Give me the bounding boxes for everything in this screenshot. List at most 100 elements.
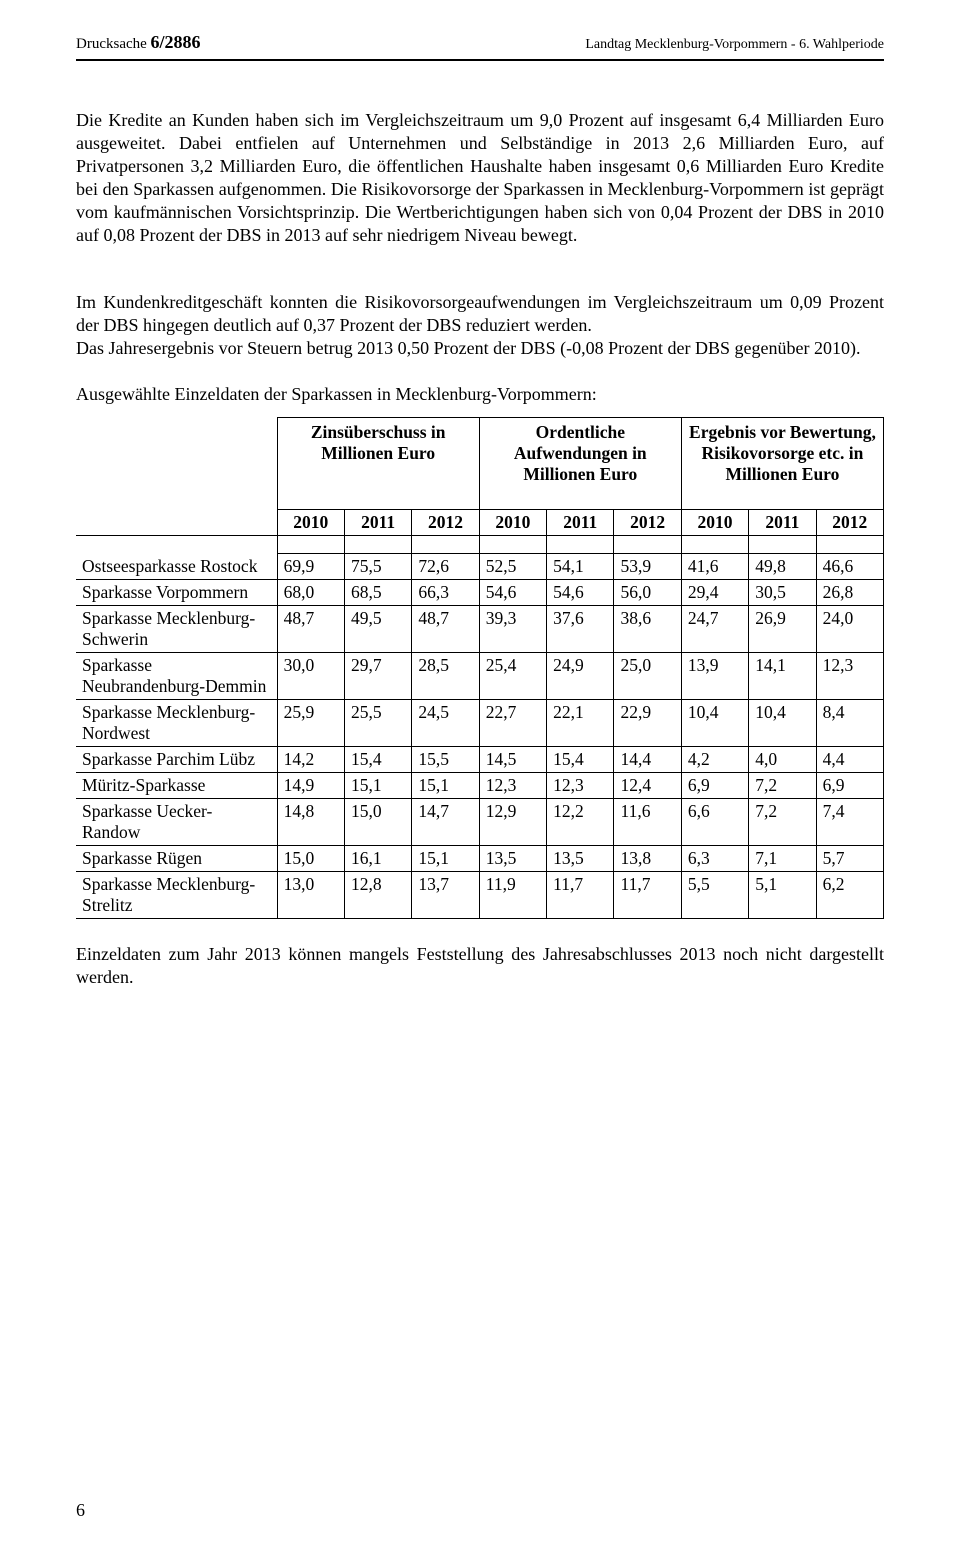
data-cell: 22,7: [479, 700, 546, 747]
data-cell: 11,9: [479, 872, 546, 919]
data-cell: 25,4: [479, 653, 546, 700]
table-row: Sparkasse Parchim Lübz14,215,415,514,515…: [76, 747, 884, 773]
header-right: Landtag Mecklenburg-Vorpommern - 6. Wahl…: [585, 37, 884, 53]
data-cell: 38,6: [614, 606, 681, 653]
data-cell: 28,5: [412, 653, 479, 700]
year-col: 2011: [547, 510, 614, 536]
data-cell: 11,6: [614, 799, 681, 846]
row-label: Sparkasse Vorpommern: [76, 580, 277, 606]
table-row: Sparkasse Rügen15,016,115,113,513,513,86…: [76, 846, 884, 872]
row-label: Sparkasse Mecklenburg-Schwerin: [76, 606, 277, 653]
data-cell: 15,1: [412, 773, 479, 799]
group-header-3: Ergebnis vor Bewertung, Risikovorsorge e…: [681, 418, 883, 510]
year-col: 2010: [681, 510, 748, 536]
data-cell: 15,5: [412, 747, 479, 773]
data-cell: 7,4: [816, 799, 883, 846]
data-cell: 13,5: [547, 846, 614, 872]
data-cell: 12,8: [344, 872, 411, 919]
data-cell: 15,0: [344, 799, 411, 846]
header-divider: [76, 59, 884, 61]
data-cell: 39,3: [479, 606, 546, 653]
data-cell: 14,8: [277, 799, 344, 846]
data-cell: 25,9: [277, 700, 344, 747]
row-label: Sparkasse Parchim Lübz: [76, 747, 277, 773]
data-cell: 12,3: [816, 653, 883, 700]
page-header: Drucksache 6/2886 Landtag Mecklenburg-Vo…: [76, 32, 884, 53]
year-col: 2011: [344, 510, 411, 536]
data-cell: 24,9: [547, 653, 614, 700]
row-label: Ostseesparkasse Rostock: [76, 554, 277, 580]
data-cell: 26,9: [749, 606, 816, 653]
data-cell: 14,7: [412, 799, 479, 846]
data-cell: 6,9: [816, 773, 883, 799]
header-prefix: Drucksache: [76, 36, 151, 52]
data-cell: 10,4: [681, 700, 748, 747]
data-cell: 56,0: [614, 580, 681, 606]
group-header-row: Zinsüberschuss in Millionen Euro Ordentl…: [76, 418, 884, 510]
data-cell: 4,4: [816, 747, 883, 773]
data-cell: 24,0: [816, 606, 883, 653]
row-label: Sparkasse Uecker-Randow: [76, 799, 277, 846]
row-label: Sparkasse Mecklenburg-Strelitz: [76, 872, 277, 919]
data-cell: 13,9: [681, 653, 748, 700]
data-cell: 4,2: [681, 747, 748, 773]
data-cell: 69,9: [277, 554, 344, 580]
data-cell: 68,0: [277, 580, 344, 606]
data-cell: 46,6: [816, 554, 883, 580]
data-cell: 13,8: [614, 846, 681, 872]
data-cell: 75,5: [344, 554, 411, 580]
data-cell: 66,3: [412, 580, 479, 606]
data-cell: 6,2: [816, 872, 883, 919]
body-text: Die Kredite an Kunden haben sich im Verg…: [76, 109, 884, 360]
data-cell: 12,2: [547, 799, 614, 846]
data-cell: 5,7: [816, 846, 883, 872]
data-cell: 12,9: [479, 799, 546, 846]
table-row: Ostseesparkasse Rostock69,975,572,652,55…: [76, 554, 884, 580]
data-cell: 49,5: [344, 606, 411, 653]
paragraph-3: Das Jahresergebnis vor Steuern betrug 20…: [76, 337, 884, 360]
data-cell: 12,4: [614, 773, 681, 799]
spacer-row: [76, 536, 884, 554]
data-cell: 15,1: [344, 773, 411, 799]
data-cell: 4,0: [749, 747, 816, 773]
footer-paragraph: Einzeldaten zum Jahr 2013 können mangels…: [76, 943, 884, 989]
data-cell: 6,9: [681, 773, 748, 799]
year-col: 2011: [749, 510, 816, 536]
data-cell: 12,3: [479, 773, 546, 799]
data-cell: 6,3: [681, 846, 748, 872]
table-row: Sparkasse Neubrandenburg-Demmin30,029,72…: [76, 653, 884, 700]
row-label: Müritz-Sparkasse: [76, 773, 277, 799]
data-cell: 13,7: [412, 872, 479, 919]
year-col: 2010: [479, 510, 546, 536]
table-intro: Ausgewählte Einzeldaten der Sparkassen i…: [76, 384, 884, 405]
data-cell: 13,0: [277, 872, 344, 919]
data-cell: 52,5: [479, 554, 546, 580]
data-cell: 6,6: [681, 799, 748, 846]
data-cell: 25,0: [614, 653, 681, 700]
data-cell: 15,1: [412, 846, 479, 872]
paragraph-2: Im Kundenkreditgeschäft konnten die Risi…: [76, 291, 884, 337]
data-cell: 29,7: [344, 653, 411, 700]
table-row: Sparkasse Uecker-Randow14,815,014,712,91…: [76, 799, 884, 846]
data-cell: 15,4: [344, 747, 411, 773]
data-cell: 37,6: [547, 606, 614, 653]
data-cell: 25,5: [344, 700, 411, 747]
data-cell: 54,1: [547, 554, 614, 580]
data-cell: 7,2: [749, 799, 816, 846]
sparkassen-table: Zinsüberschuss in Millionen Euro Ordentl…: [76, 417, 884, 919]
data-cell: 15,0: [277, 846, 344, 872]
year-col: 2010: [277, 510, 344, 536]
data-cell: 26,8: [816, 580, 883, 606]
document-page: Drucksache 6/2886 Landtag Mecklenburg-Vo…: [0, 0, 960, 1551]
table-row: Sparkasse Mecklenburg-Nordwest25,925,524…: [76, 700, 884, 747]
data-cell: 22,1: [547, 700, 614, 747]
data-cell: 14,9: [277, 773, 344, 799]
data-cell: 5,5: [681, 872, 748, 919]
row-label: Sparkasse Mecklenburg-Nordwest: [76, 700, 277, 747]
doc-number: 6/2886: [151, 32, 201, 52]
row-label: Sparkasse Neubrandenburg-Demmin: [76, 653, 277, 700]
data-cell: 12,3: [547, 773, 614, 799]
data-cell: 24,7: [681, 606, 748, 653]
data-cell: 48,7: [277, 606, 344, 653]
table-row: Sparkasse Mecklenburg-Schwerin48,749,548…: [76, 606, 884, 653]
